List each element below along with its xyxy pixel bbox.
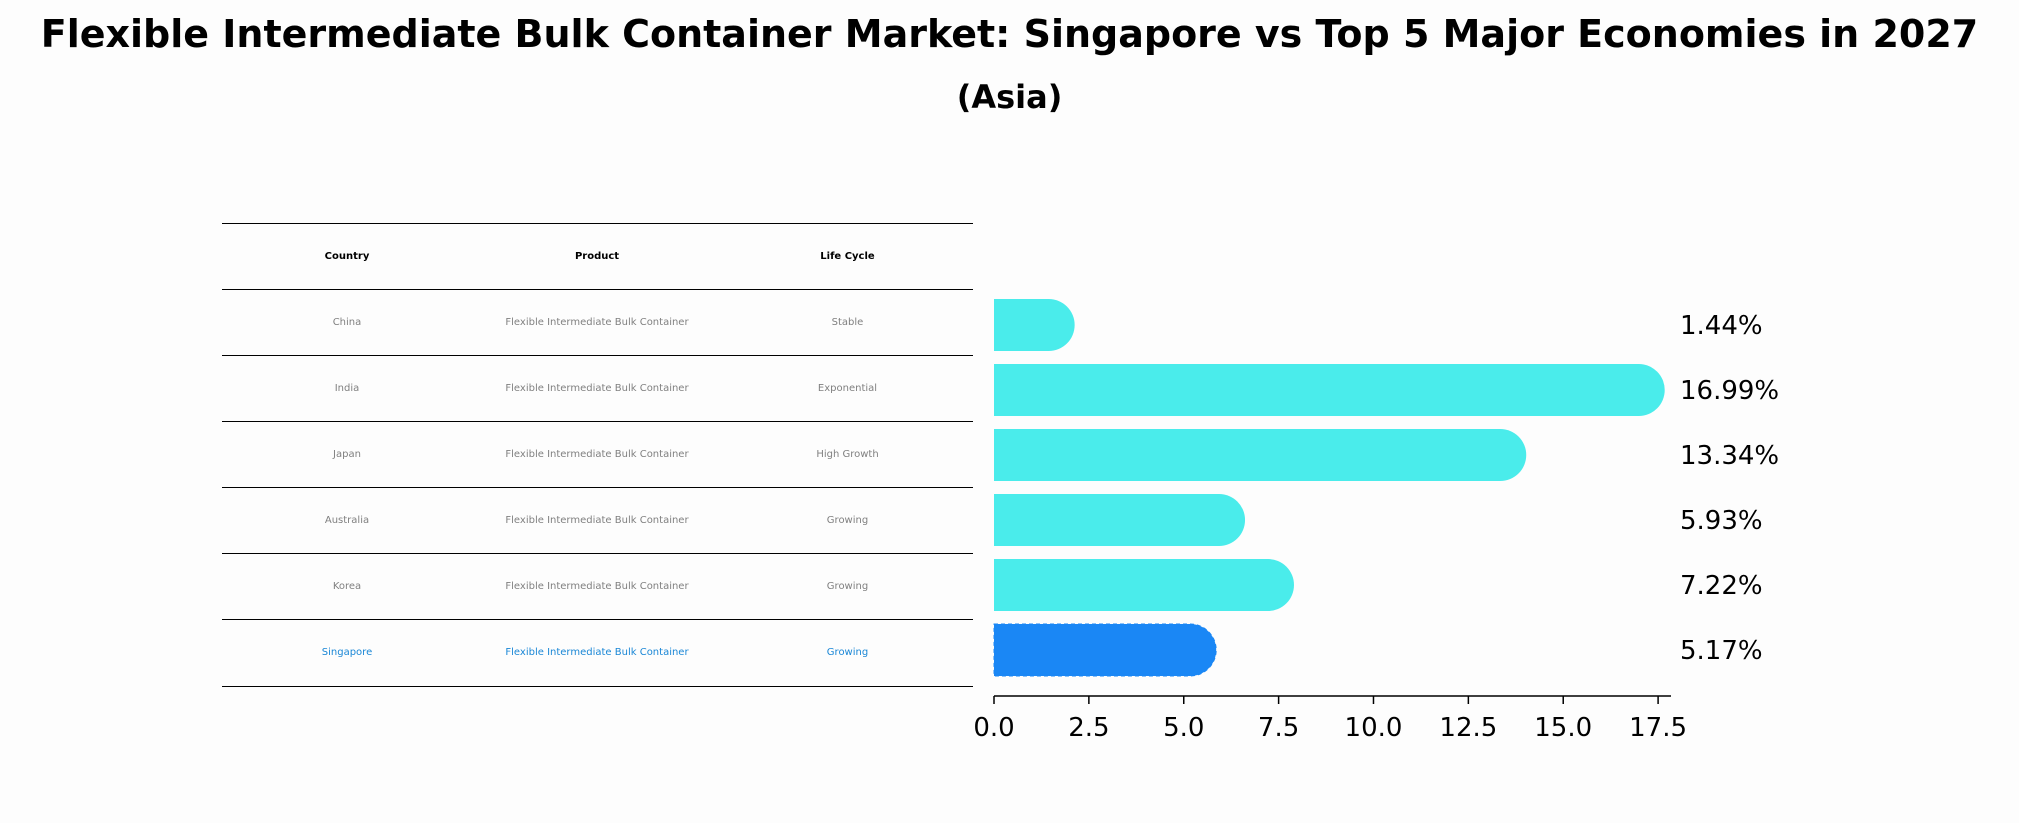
header-country: Country — [324, 251, 370, 262]
x-tick-label: 10.0 — [1345, 713, 1403, 743]
value-label: 7.22% — [1680, 571, 1763, 601]
x-ticks-group: 0.0 2.5 5.0 7.5 10.0 12.5 15.0 17.5 — [973, 696, 1687, 743]
bar-australia — [994, 494, 1246, 546]
chart-title: Flexible Intermediate Bulk Container Mar… — [40, 12, 1979, 56]
value-label: 5.17% — [1680, 636, 1763, 666]
x-tick-label: 2.5 — [1068, 713, 1109, 743]
cell-life-cycle: Growing — [826, 581, 869, 592]
bar-singapore — [993, 623, 1217, 677]
cell-life-cycle: Stable — [831, 317, 864, 328]
table-row-highlight: Singapore Flexible Intermediate Bulk Con… — [222, 619, 973, 687]
x-tick-label: 12.5 — [1439, 713, 1497, 743]
table-row: Australia Flexible Intermediate Bulk Con… — [222, 487, 973, 553]
x-tick-label: 17.5 — [1629, 713, 1687, 743]
bars-group — [993, 299, 1665, 677]
chart-subtitle: (Asia) — [956, 78, 1063, 116]
value-labels-group: 1.44% 16.99% 13.34% 5.93% 7.22% 5.17% — [1680, 311, 1779, 666]
value-label: 1.44% — [1680, 311, 1763, 341]
cell-product: Flexible Intermediate Bulk Container — [505, 317, 689, 328]
cell-product: Flexible Intermediate Bulk Container — [505, 581, 689, 592]
cell-life-cycle: High Growth — [816, 449, 879, 460]
cell-life-cycle: Exponential — [817, 383, 878, 394]
bar-india — [994, 364, 1665, 416]
cell-life-cycle: Growing — [826, 647, 869, 658]
x-tick-label: 5.0 — [1163, 713, 1204, 743]
x-tick-label: 0.0 — [973, 713, 1014, 743]
header-life-cycle: Life Cycle — [820, 251, 875, 262]
x-tick-label: 7.5 — [1258, 713, 1299, 743]
table-header-row: Country Product Life Cycle — [222, 223, 973, 289]
cell-product: Flexible Intermediate Bulk Container — [505, 647, 689, 658]
bar-china — [994, 299, 1075, 351]
table-row: Korea Flexible Intermediate Bulk Contain… — [222, 553, 973, 619]
cell-country: Singapore — [321, 647, 373, 658]
data-table: Country Product Life Cycle China Flexibl… — [222, 223, 973, 687]
table-row: China Flexible Intermediate Bulk Contain… — [222, 289, 973, 355]
bar-korea — [994, 559, 1294, 611]
cell-country: Japan — [333, 449, 361, 460]
value-label: 13.34% — [1680, 441, 1779, 471]
value-label: 16.99% — [1680, 376, 1779, 406]
cell-country: India — [334, 383, 360, 394]
value-label: 5.93% — [1680, 506, 1763, 536]
cell-product: Flexible Intermediate Bulk Container — [505, 383, 689, 394]
table-row: India Flexible Intermediate Bulk Contain… — [222, 355, 973, 421]
cell-product: Flexible Intermediate Bulk Container — [505, 449, 689, 460]
x-tick-label: 15.0 — [1534, 713, 1592, 743]
cell-country: China — [332, 317, 362, 328]
cell-life-cycle: Growing — [826, 515, 869, 526]
header-product: Product — [574, 251, 620, 262]
cell-country: Korea — [332, 581, 362, 592]
cell-product: Flexible Intermediate Bulk Container — [505, 515, 689, 526]
bar-japan — [994, 429, 1527, 481]
table-row: Japan Flexible Intermediate Bulk Contain… — [222, 421, 973, 487]
cell-country: Australia — [324, 515, 370, 526]
